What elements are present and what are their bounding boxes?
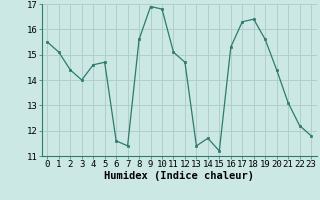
X-axis label: Humidex (Indice chaleur): Humidex (Indice chaleur): [104, 171, 254, 181]
